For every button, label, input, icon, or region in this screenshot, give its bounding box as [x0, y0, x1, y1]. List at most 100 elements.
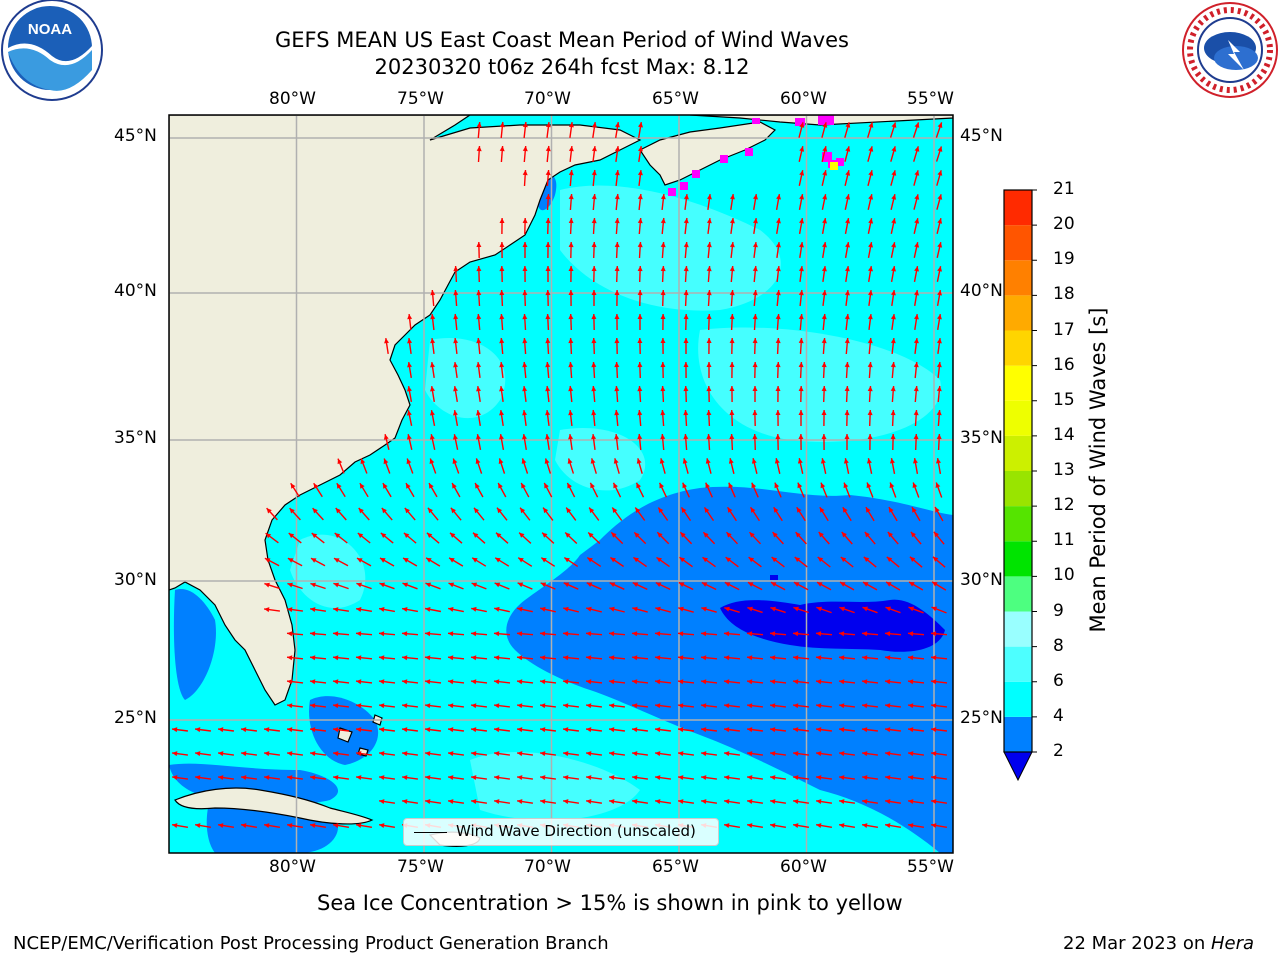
wave-arrow-head: [795, 532, 801, 538]
wave-arrow-head: [614, 410, 620, 416]
wave-arrow-head: [494, 631, 500, 637]
wave-arrow-head: [356, 607, 362, 612]
wave-arrow-head: [517, 631, 523, 637]
wave-arrow-head: [402, 607, 408, 612]
wave-arrow-head: [729, 338, 735, 344]
colorbar-bin: [1004, 400, 1032, 436]
wave-arrow-head: [476, 386, 481, 392]
wave-arrow-head: [798, 386, 804, 392]
wave-arrow-head: [568, 290, 574, 295]
wave-arrow-head: [862, 823, 868, 828]
wave-arrow-head: [822, 146, 828, 152]
wave-arrow-head: [908, 606, 915, 612]
wave-arrow-head: [476, 434, 481, 440]
wave-arrow-head: [499, 410, 504, 416]
wave-arrow-head: [701, 799, 707, 804]
wave-arrow-head: [615, 122, 620, 128]
wave-arrow-head: [609, 679, 615, 685]
colorbar-bin: [1004, 330, 1032, 366]
wave-arrow-head: [793, 823, 799, 828]
wave-arrow-head: [816, 823, 822, 828]
wave-arrow-head: [632, 751, 638, 757]
lat-label-left: 25°N: [114, 708, 157, 728]
wave-arrow-head: [499, 386, 505, 392]
wave-arrow-head: [724, 679, 730, 685]
lon-label-bottom: 55°W: [907, 857, 954, 877]
wave-arrow-head: [770, 582, 777, 587]
wave-arrow-head: [312, 508, 318, 514]
wave-arrow-head: [430, 338, 436, 344]
wave-arrow-head: [541, 557, 547, 563]
wave-arrow-head: [725, 557, 732, 563]
wave-arrow-head: [886, 582, 892, 587]
wave-arrow-head: [453, 314, 459, 320]
wave-arrow-head: [683, 266, 689, 272]
wave-arrow-head: [614, 146, 620, 152]
wave-arrow-head: [609, 631, 615, 637]
colorbar-bin: [1004, 435, 1032, 471]
wave-arrow-head: [701, 775, 707, 780]
wave-arrow-head: [937, 194, 943, 200]
wave-arrow-head: [564, 557, 570, 563]
wave-arrow-head: [659, 458, 665, 464]
colorbar: [1003, 189, 1037, 782]
wave-arrow-head: [638, 146, 643, 152]
wave-arrow-head: [914, 266, 919, 272]
wave-arrow-head: [407, 338, 413, 344]
wave-arrow-head: [770, 727, 776, 733]
wave-arrow-head: [845, 122, 851, 128]
wave-arrow-head: [890, 458, 895, 464]
wave-arrow-head: [379, 607, 385, 612]
wave-arrow-head: [868, 146, 874, 152]
wave-arrow-head: [356, 823, 362, 828]
wave-arrow-head: [475, 483, 480, 489]
wave-arrow-head: [172, 775, 178, 780]
wave-arrow-head: [908, 823, 914, 828]
wave-arrow-head: [660, 362, 666, 368]
wave-arrow-head: [218, 751, 224, 757]
lat-label-left: 35°N: [114, 428, 157, 448]
wave-arrow-head: [586, 775, 592, 780]
wave-arrow-head: [931, 606, 938, 612]
wave-arrow-head: [471, 775, 477, 780]
wave-arrow-head: [793, 751, 799, 757]
colorbar-tick-label: 15: [1053, 389, 1075, 410]
wave-arrow-head: [660, 218, 666, 224]
wave-arrow-head: [706, 386, 712, 392]
wave-arrow-head: [724, 775, 730, 780]
wave-arrow-head: [637, 290, 643, 296]
wave-arrow-head: [425, 727, 431, 733]
wave-arrow-head: [540, 751, 546, 757]
wave-arrow-head: [430, 314, 436, 320]
wave-arrow-head: [913, 434, 919, 440]
wave-arrow-head: [379, 727, 385, 733]
wave-arrow-head: [264, 775, 270, 780]
wave-arrow-head: [816, 799, 822, 804]
wave-arrow-head: [545, 338, 551, 344]
wave-arrow-head: [496, 532, 502, 538]
wave-arrow-head: [793, 606, 799, 612]
wave-arrow-head: [614, 362, 620, 368]
wave-arrow-head: [868, 194, 874, 200]
wave-arrow-head: [310, 582, 316, 588]
wave-arrow-head: [402, 799, 408, 804]
wave-arrow-head: [770, 606, 776, 612]
wave-arrow-head: [702, 557, 708, 563]
lon-label-bottom: 70°W: [524, 857, 571, 877]
wave-arrow-head: [844, 290, 850, 296]
wave-arrow-head: [770, 655, 776, 661]
wave-arrow-head: [448, 703, 454, 709]
wave-arrow-head: [609, 655, 615, 661]
lat-label-left: 30°N: [114, 570, 157, 590]
wave-arrow-head: [241, 727, 247, 733]
map-layers: [169, 115, 953, 853]
wave-arrow-head: [885, 799, 891, 804]
wave-arrow-head: [545, 194, 551, 200]
wave-arrow-head: [885, 727, 891, 733]
colorbar-tick-label: 21: [1053, 179, 1075, 199]
wave-arrow-head: [591, 410, 597, 416]
wave-arrow-head: [609, 582, 616, 587]
wave-arrow-head: [475, 458, 481, 464]
wave-arrow-head: [660, 386, 666, 392]
wave-arrow-head: [172, 751, 178, 757]
